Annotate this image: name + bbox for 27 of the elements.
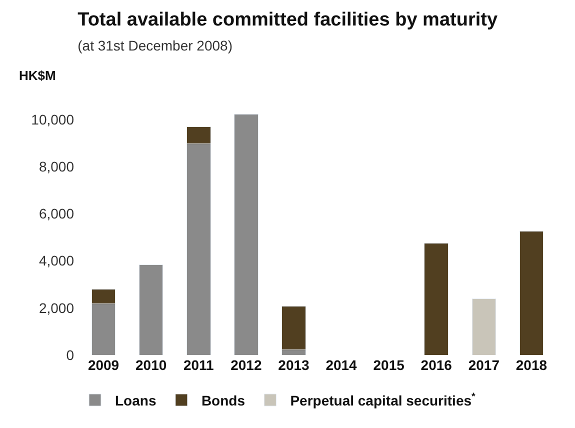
x-tick-label: 2013 xyxy=(278,357,310,373)
y-axis-title: HK$M xyxy=(19,68,56,83)
x-tick-label: 2015 xyxy=(373,357,405,373)
x-tick-label: 2009 xyxy=(88,357,120,373)
chart-title: Total available committed facilities by maturity xyxy=(78,10,498,31)
x-tick-label: 2016 xyxy=(420,357,452,373)
x-tick-label: 2017 xyxy=(468,357,500,373)
y-tick-label: 0 xyxy=(66,346,74,363)
x-tick-label: 2014 xyxy=(326,357,358,373)
y-tick-label: 6,000 xyxy=(38,206,74,222)
bar xyxy=(472,298,496,355)
legend-label: Loans xyxy=(115,392,156,408)
y-tick-label: 4,000 xyxy=(38,252,74,269)
bar xyxy=(519,230,544,355)
x-tick-label: 2018 xyxy=(516,357,548,373)
legend-label: Perpetual capital securities$^{*}$ xyxy=(290,392,476,408)
chart-subtitle: (at 31st December 2008) xyxy=(78,37,232,54)
bar xyxy=(424,243,449,355)
y-tick-label: 8,000 xyxy=(38,158,74,174)
legend-label: Bonds xyxy=(201,392,246,408)
x-tick-label: 2011 xyxy=(183,357,214,373)
x-tick-label: 2010 xyxy=(136,357,167,373)
bar xyxy=(138,264,164,355)
y-tick-label: 2,000 xyxy=(38,300,74,316)
x-tick-label: 2012 xyxy=(230,357,262,373)
bar xyxy=(234,114,258,355)
y-tick-label: 10,000 xyxy=(31,111,74,128)
